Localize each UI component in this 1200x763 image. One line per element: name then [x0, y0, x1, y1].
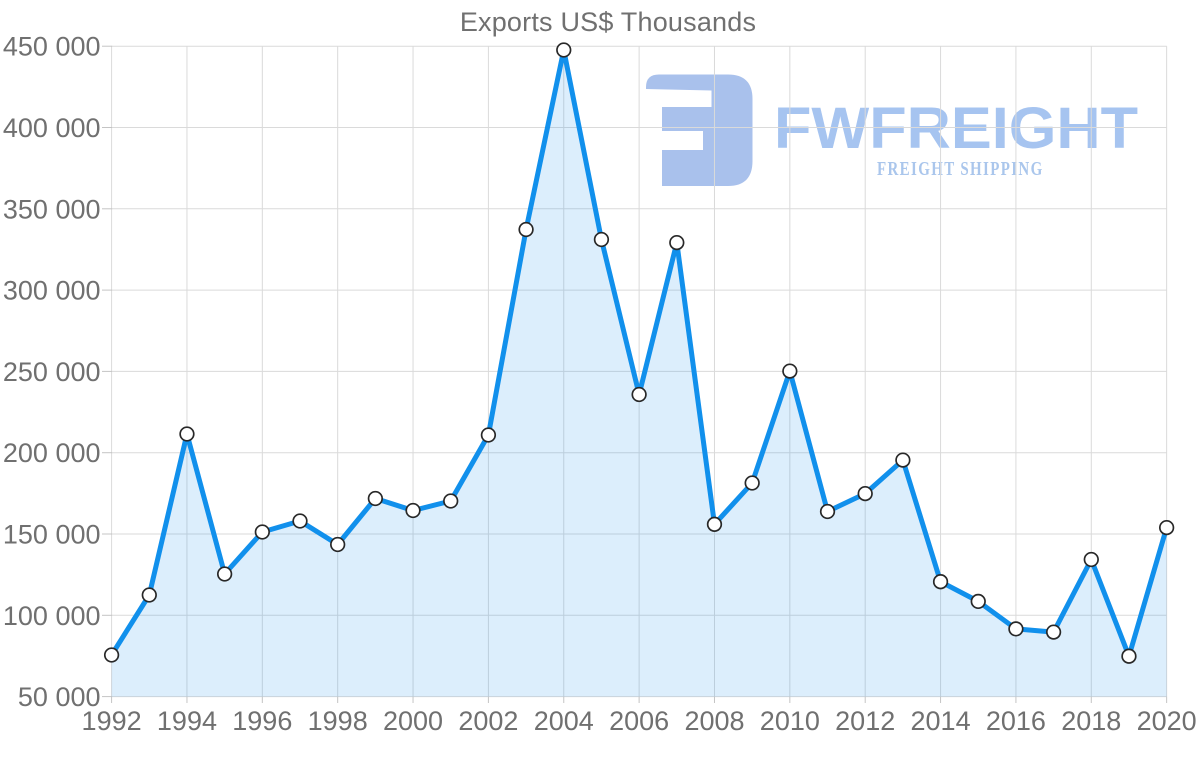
svg-text:1998: 1998	[308, 706, 368, 736]
svg-text:150 000: 150 000	[3, 520, 101, 550]
svg-text:2014: 2014	[911, 706, 971, 736]
svg-text:250 000: 250 000	[3, 357, 101, 387]
svg-text:2002: 2002	[458, 706, 518, 736]
svg-text:1996: 1996	[232, 706, 292, 736]
svg-text:200 000: 200 000	[3, 438, 101, 468]
svg-text:50 000: 50 000	[18, 682, 101, 712]
svg-text:300 000: 300 000	[3, 276, 101, 306]
svg-text:1992: 1992	[82, 706, 142, 736]
svg-text:2020: 2020	[1137, 706, 1197, 736]
svg-text:2004: 2004	[534, 706, 594, 736]
svg-text:Exports US$ Thousands: Exports US$ Thousands	[460, 7, 756, 37]
svg-text:2006: 2006	[609, 706, 669, 736]
svg-text:FWFREIGHT: FWFREIGHT	[774, 96, 1138, 161]
svg-text:2012: 2012	[835, 706, 895, 736]
svg-text:100 000: 100 000	[3, 601, 101, 631]
svg-text:350 000: 350 000	[3, 194, 101, 224]
svg-text:2000: 2000	[383, 706, 443, 736]
svg-text:400 000: 400 000	[3, 113, 101, 143]
svg-text:2018: 2018	[1061, 706, 1121, 736]
svg-text:2016: 2016	[986, 706, 1046, 736]
svg-text:FREIGHT SHIPPING: FREIGHT SHIPPING	[877, 157, 1044, 180]
svg-text:1994: 1994	[157, 706, 217, 736]
svg-text:2010: 2010	[760, 706, 820, 736]
svg-text:450 000: 450 000	[3, 32, 101, 62]
svg-text:2008: 2008	[684, 706, 744, 736]
